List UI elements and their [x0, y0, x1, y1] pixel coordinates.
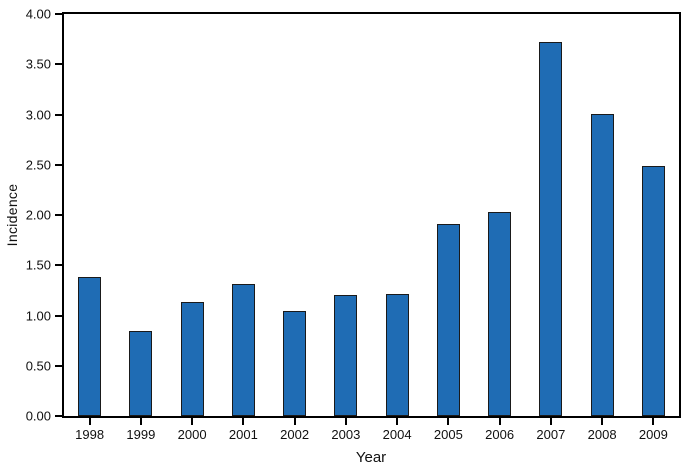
- bar-2008: [590, 113, 614, 416]
- bar-slot: [372, 14, 423, 416]
- bar-slot: [115, 14, 166, 416]
- x-tick-mark: [601, 418, 604, 425]
- x-tick-mark: [293, 418, 296, 425]
- x-tick-mark: [88, 418, 91, 425]
- x-tick-label: 1998: [75, 427, 105, 442]
- bar-2003: [334, 295, 358, 416]
- x-tick-mark: [396, 418, 399, 425]
- plot-area: 0.00 0.50 1.00 1.50 2.00 2.50 3.00 3.50 4.00 199…: [26, 7, 681, 442]
- y-tick-label: 0.50: [25, 358, 51, 374]
- bar-slot: [269, 14, 320, 416]
- x-tick-label: 2005: [433, 427, 463, 442]
- bars-container: [64, 14, 679, 416]
- x-tick-mark: [344, 418, 347, 425]
- x-tick-mark: [498, 418, 501, 425]
- x-tick-label: 2009: [638, 427, 668, 442]
- y-tick-mark: [55, 364, 62, 367]
- y-tick-mark: [55, 415, 62, 417]
- x-tick-mark: [242, 418, 245, 425]
- x-tick-label: 2001: [228, 427, 258, 442]
- y-tick-label: 2.00: [25, 207, 51, 223]
- y-tick-mark: [55, 113, 62, 116]
- bar-slot: [577, 14, 628, 416]
- y-tick-mark: [55, 13, 62, 15]
- bar-2006: [488, 212, 512, 416]
- x-tick-label: 2002: [280, 427, 310, 442]
- y-tick-mark: [55, 264, 62, 267]
- bar-2001: [231, 284, 255, 416]
- bar-slot: [474, 14, 525, 416]
- bar-1999: [129, 330, 153, 416]
- x-tick-mark: [191, 418, 194, 425]
- x-axis-label: Year: [355, 449, 387, 466]
- x-tick-mark: [549, 418, 552, 425]
- y-tick-label: 2.50: [25, 157, 51, 173]
- x-tick-label: 1999: [126, 427, 156, 442]
- y-tick-mark: [55, 63, 62, 66]
- bar-slot: [525, 14, 576, 416]
- bar-slot: [218, 14, 269, 416]
- bar-slot: [167, 14, 218, 416]
- x-tick-mark: [652, 418, 655, 425]
- bar-2004: [385, 294, 409, 416]
- x-tick-label: 2004: [382, 427, 412, 442]
- x-tick-label: 2003: [331, 427, 361, 442]
- x-tick-label: 2006: [485, 427, 515, 442]
- y-tick-mark: [55, 214, 62, 216]
- bar-2005: [436, 224, 460, 416]
- y-tick-label: 0.00: [25, 408, 51, 424]
- y-tick-mark: [55, 314, 62, 317]
- bar-2000: [180, 302, 204, 416]
- bar-2007: [539, 42, 563, 416]
- x-tick-label: 2007: [536, 427, 566, 442]
- bar-2009: [641, 165, 665, 416]
- bar-slot: [320, 14, 371, 416]
- y-tick-label: 3.50: [25, 56, 51, 72]
- y-axis-label: Incidence: [4, 183, 20, 247]
- bar-slot: [628, 14, 679, 416]
- y-tick-label: 1.00: [25, 308, 51, 323]
- bar-2002: [283, 311, 307, 416]
- x-tick-label: 2008: [587, 427, 617, 442]
- bar-slot: [64, 14, 115, 416]
- bar-slot: [423, 14, 474, 416]
- y-tick-label: 3.00: [25, 107, 51, 122]
- y-tick-label: 4.00: [25, 6, 51, 22]
- x-tick-mark: [447, 418, 450, 425]
- bar-1998: [78, 277, 102, 416]
- x-tick-label: 2000: [177, 427, 207, 442]
- y-tick-mark: [55, 163, 62, 166]
- x-tick-mark: [139, 418, 142, 425]
- y-tick-label: 1.50: [25, 257, 51, 273]
